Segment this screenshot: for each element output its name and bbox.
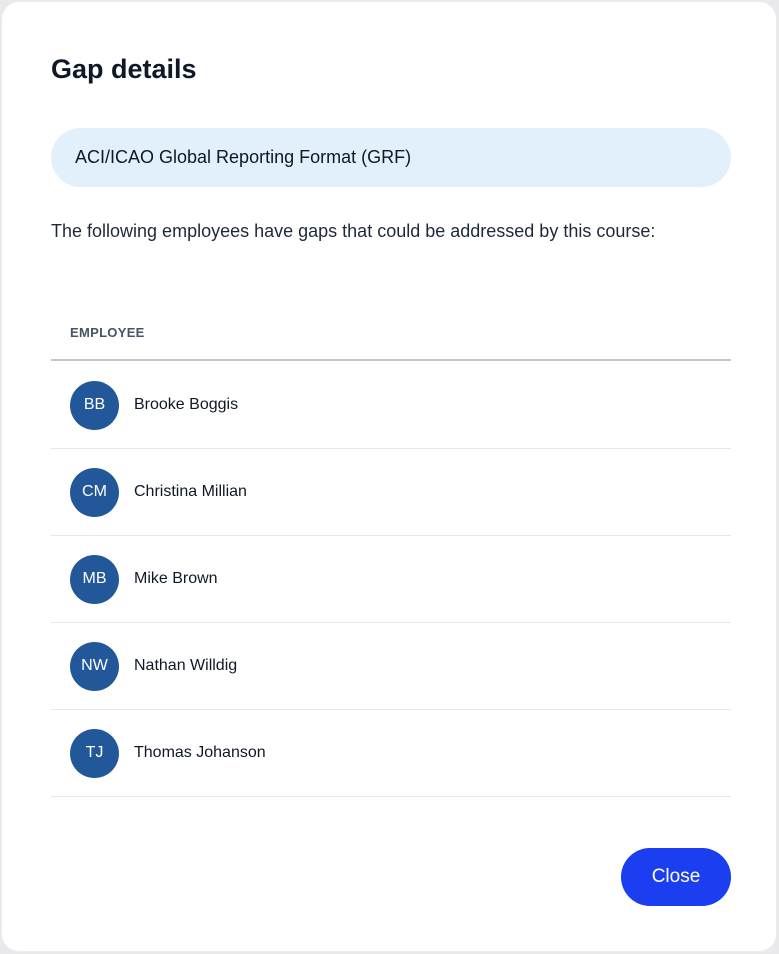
employee-list: BB Brooke Boggis CM Christina Millian MB… bbox=[51, 362, 731, 797]
table-row: TJ Thomas Johanson bbox=[51, 710, 731, 797]
column-header-employee: EMPLOYEE bbox=[70, 325, 145, 340]
avatar: MB bbox=[70, 554, 119, 604]
table-row: CM Christina Millian bbox=[51, 449, 731, 536]
course-name-banner: ACI/ICAO Global Reporting Format (GRF) bbox=[51, 128, 731, 187]
table-row: BB Brooke Boggis bbox=[51, 362, 731, 449]
avatar: TJ bbox=[70, 728, 119, 778]
avatar: CM bbox=[70, 467, 119, 517]
dialog-title: Gap details bbox=[51, 54, 197, 84]
employee-name: Mike Brown bbox=[134, 570, 218, 587]
dialog-description: The following employees have gaps that c… bbox=[51, 221, 656, 241]
avatar: NW bbox=[70, 641, 119, 691]
table-row: NW Nathan Willdig bbox=[51, 623, 731, 710]
employee-name: Christina Millian bbox=[134, 483, 247, 500]
table-header: EMPLOYEE bbox=[51, 312, 731, 361]
table-row: MB Mike Brown bbox=[51, 536, 731, 623]
employee-name: Nathan Willdig bbox=[134, 657, 238, 674]
employee-name: Thomas Johanson bbox=[134, 744, 266, 761]
close-button[interactable]: Close bbox=[621, 848, 731, 906]
employee-name: Brooke Boggis bbox=[134, 396, 239, 413]
avatar: BB bbox=[70, 380, 119, 430]
